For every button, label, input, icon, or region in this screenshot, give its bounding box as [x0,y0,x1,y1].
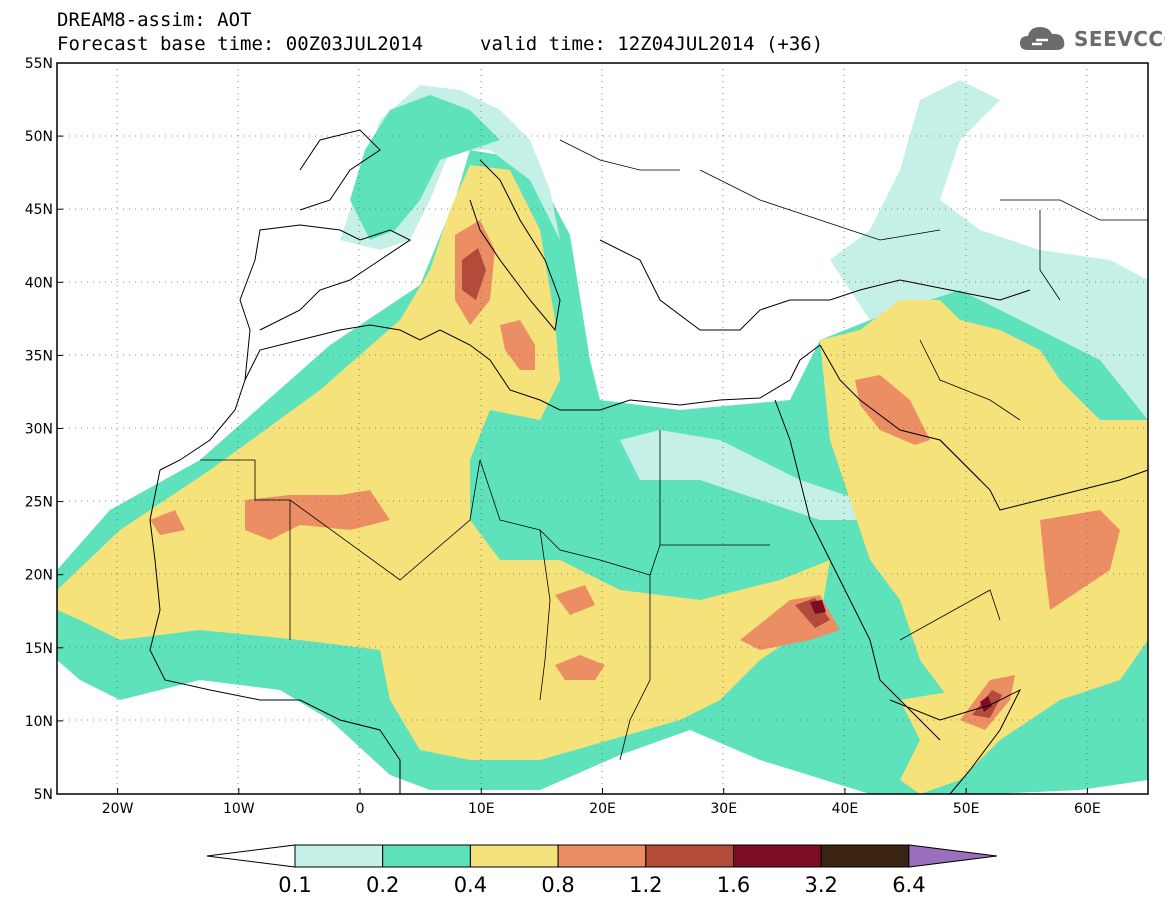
contour-orange-sudan [555,655,605,680]
lon-tick-label: 50E [953,801,980,817]
lat-tick-label: 30N [25,422,53,438]
colorbar-segment [733,844,822,868]
logo-text: SEEVCCC [1074,27,1165,51]
colorbar-segment [645,844,734,868]
lon-tick-label: 10E [468,801,495,817]
lon-tick-label: 10W [223,801,255,817]
lon-axis: 20W 10W 0 10E 20E 30E 40E 50E 60E [102,788,1101,817]
colorbar-level-label: 3.2 [804,873,837,897]
lat-tick-label: 40N [25,275,53,291]
contour-darkred-ethiopia [795,598,830,628]
colorbar-level-label: 6.4 [892,873,925,897]
contour-teal-nw [350,95,500,240]
colorbar-segment [382,844,471,868]
colorbar-segment [469,844,559,868]
contour-orange-iraq [855,375,930,445]
contour-orange-wsahara [245,490,390,540]
colorbar-level-label: 0.1 [278,873,311,897]
lon-tick-label: 40E [832,801,859,817]
lat-tick-label: 15N [25,641,53,657]
lon-tick-label: 0 [356,801,365,817]
contour-orange-italy [500,320,535,370]
lat-tick-label: 35N [25,348,53,364]
country-borders [200,139,1148,761]
lat-tick-label: 5N [34,787,53,803]
lon-tick-label: 20W [102,801,134,817]
contour-orange-oman [1040,510,1120,610]
contour-maroon-ethiopia [810,600,826,614]
lat-tick-label: 20N [25,568,53,584]
colorbar-over-triangle [908,844,997,868]
colorbar-segment [557,844,647,868]
colorbar-level-label: 0.8 [541,873,574,897]
contour-yellow-hoa [900,690,1060,794]
aot-field [57,80,1148,794]
lat-tick-label: 25N [25,495,53,511]
valid-time: valid time: 12Z04JUL2014 (+36) [480,33,824,55]
colorbar-under-triangle [206,844,296,868]
contour-orange-chad [555,585,595,615]
colorbar-level-label: 0.2 [366,873,399,897]
lat-axis: 55N 50N 45N 40N 35N 30N 25N 20N 15N 10N 5N [25,56,63,803]
cloud-icon [1020,27,1065,50]
contour-orange-wafrica [150,510,185,535]
contour-maroon-somalia [980,696,992,712]
forecast-base-time: Forecast base time: 00Z03JUL2014 [57,33,424,55]
colorbar-segment [294,844,384,868]
lat-tick-label: 50N [25,129,53,145]
lon-tick-label: 60E [1074,801,1101,817]
lon-tick-label: 20E [589,801,616,817]
map-title: DREAM8-assim: AOT [57,9,252,31]
coastlines [149,129,1148,794]
contour-lightteal-ne [830,80,1148,420]
colorbar: 0.1 0.2 0.4 0.8 1.2 1.6 3.2 6.4 [206,844,997,897]
colorbar-level-label: 1.2 [629,873,662,897]
lon-tick-label: 30E [710,801,737,817]
colorbar-level-label: 0.4 [454,873,487,897]
lat-tick-label: 10N [25,714,53,730]
lat-tick-label: 55N [25,56,53,72]
contour-lightteal-egypt [620,430,880,520]
contour-darkred-sardinia [462,248,486,300]
colorbar-segment [820,844,910,868]
seevccc-logo: SEEVCCC [1018,22,1165,56]
contour-yellow-sahara [57,165,830,760]
colorbar-level-label: 1.6 [717,873,750,897]
lat-tick-label: 45N [25,202,53,218]
